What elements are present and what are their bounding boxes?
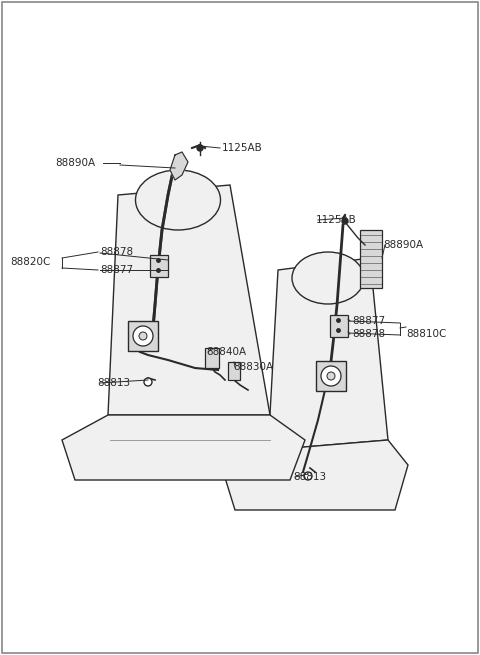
Polygon shape [268,258,388,450]
Circle shape [304,472,312,480]
Text: 88890A: 88890A [55,158,95,168]
Polygon shape [222,440,408,510]
Text: 88813: 88813 [293,472,326,482]
Circle shape [321,366,341,386]
Text: 88878: 88878 [100,247,133,257]
Bar [316,361,346,391]
Circle shape [197,145,203,151]
Circle shape [342,218,348,224]
Bar [150,255,168,277]
Text: 88877: 88877 [352,316,385,326]
Text: 88840A: 88840A [206,347,246,357]
Text: 88813: 88813 [97,378,130,388]
Text: 88877: 88877 [100,265,133,275]
Bar [205,348,219,368]
Polygon shape [170,152,188,180]
Bar [228,362,240,380]
Bar [128,321,158,351]
Circle shape [144,378,152,386]
Bar [330,315,348,337]
Text: 1125AB: 1125AB [222,143,263,153]
Polygon shape [108,185,270,415]
Text: 1125AB: 1125AB [316,215,357,225]
Circle shape [139,332,147,340]
Circle shape [133,326,153,346]
Text: 88890A: 88890A [383,240,423,250]
Text: 88820C: 88820C [10,257,50,267]
Text: 88830A: 88830A [233,362,273,372]
Ellipse shape [292,252,364,304]
Polygon shape [62,415,305,480]
Text: 88810C: 88810C [406,329,446,339]
Ellipse shape [135,170,220,230]
Text: 88878: 88878 [352,329,385,339]
Circle shape [327,372,335,380]
Bar [360,230,382,288]
